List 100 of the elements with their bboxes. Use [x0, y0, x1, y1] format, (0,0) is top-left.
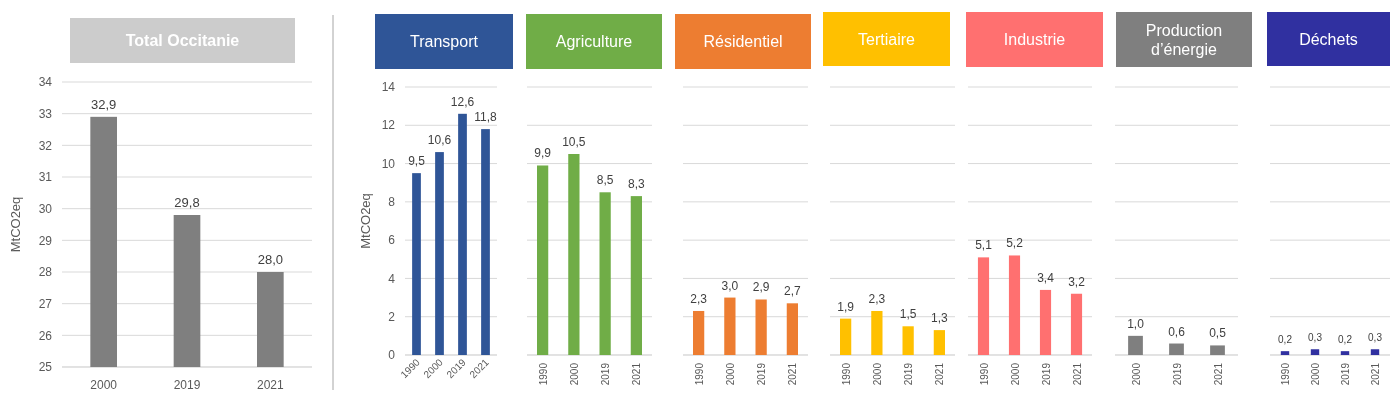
x-tick-label: 2021	[1071, 362, 1083, 386]
data-label: 0,2	[1278, 334, 1293, 346]
y-tick-label: 4	[388, 271, 396, 286]
bar	[1039, 289, 1052, 355]
data-label: 9,9	[534, 146, 552, 161]
chart-title: Production d’énergie	[1145, 21, 1223, 58]
data-label: 3,0	[721, 278, 739, 293]
chart-title: Agriculture	[555, 33, 633, 51]
bar	[630, 196, 642, 355]
x-tick-label: 1990	[537, 362, 549, 386]
chart-title: Résidentiel	[703, 33, 783, 51]
data-label: 32,9	[91, 96, 117, 112]
chart-title: Industrie	[1003, 31, 1066, 49]
y-tick-label: 0	[388, 348, 396, 363]
data-label: 8,3	[628, 177, 646, 192]
bar	[537, 165, 549, 355]
x-tick-label: 2021	[1370, 362, 1381, 386]
bar	[481, 129, 490, 355]
x-tick-label: 2019	[903, 362, 915, 386]
data-label: 9,5	[408, 154, 426, 169]
x-tick-label: 2019	[756, 362, 768, 386]
x-tick-label: 2000	[871, 362, 883, 386]
x-tick-label: 2019	[1340, 362, 1351, 386]
data-label: 2,3	[868, 291, 886, 306]
x-tick-label: 2021	[1212, 362, 1224, 386]
data-label: 3,2	[1068, 274, 1086, 289]
x-tick-label: 2019	[1171, 362, 1183, 386]
bar	[724, 297, 736, 355]
x-tick-label: 1990	[978, 362, 990, 386]
bar	[902, 326, 914, 355]
x-tick-label: 2000	[724, 362, 736, 386]
bar	[458, 113, 467, 355]
data-label: 11,8	[474, 110, 498, 125]
bar	[412, 173, 421, 355]
x-tick-label: 2019	[173, 378, 201, 392]
chart-title: Tertiaire	[858, 30, 916, 48]
y-tick-label: 8	[388, 195, 396, 210]
y-tick-label: 26	[38, 328, 53, 343]
data-label: 0,3	[1368, 332, 1383, 344]
x-tick-label: 1990	[840, 362, 852, 386]
x-tick-label: 1990	[1280, 362, 1291, 386]
data-label: 0,2	[1338, 334, 1353, 346]
y-tick-label: 12	[381, 118, 396, 133]
y-tick-label: 32	[38, 138, 53, 153]
y-tick-label: 27	[38, 296, 53, 311]
data-label: 28,0	[257, 252, 283, 267]
data-label: 10,6	[427, 133, 452, 148]
x-tick-label: 2000	[568, 362, 580, 386]
y-tick-label: 10	[381, 156, 396, 171]
data-label: 1,3	[931, 311, 949, 326]
data-label: 2,3	[690, 291, 708, 306]
x-tick-label: 2000	[1009, 362, 1021, 386]
y-tick-label: 31	[38, 170, 53, 185]
y-tick-label: 33	[38, 106, 53, 121]
bar	[755, 299, 767, 355]
y-tick-label: 25	[38, 360, 53, 375]
bar	[435, 152, 444, 355]
data-label: 8,5	[596, 173, 614, 188]
data-label: 2,7	[784, 284, 802, 299]
bar	[977, 257, 990, 355]
data-label: 0,3	[1308, 332, 1323, 344]
x-tick-label: 2019	[600, 362, 612, 386]
bar	[693, 310, 705, 355]
data-label: 29,8	[174, 195, 200, 210]
bar	[786, 303, 798, 355]
data-label: 5,2	[1006, 236, 1024, 251]
x-tick-label: 2021	[787, 362, 799, 386]
y-tick-label: 6	[388, 233, 396, 248]
bar	[1070, 293, 1083, 355]
y-tick-label: 29	[38, 233, 53, 248]
y-tick-label: 30	[38, 201, 53, 216]
x-tick-label: 2000	[1310, 362, 1321, 386]
bar	[1008, 255, 1021, 355]
data-label: 1,0	[1127, 316, 1145, 331]
x-tick-label: 2021	[934, 362, 946, 386]
bar	[568, 154, 580, 355]
bar	[840, 318, 852, 355]
data-label: 10,5	[562, 135, 586, 149]
data-label: 0,6	[1168, 324, 1186, 339]
bar	[871, 310, 883, 355]
y-axis-title: MtCO2eq	[358, 193, 373, 249]
x-tick-label: 2000	[1130, 362, 1142, 386]
bar	[933, 330, 945, 355]
x-tick-label: 2021	[256, 378, 284, 392]
x-tick-label: 1990	[693, 362, 705, 386]
x-tick-label: 2000	[90, 378, 118, 392]
bar	[599, 192, 611, 355]
x-tick-label: 2019	[1040, 362, 1052, 386]
y-tick-label: 2	[388, 309, 396, 324]
data-label: 5,1	[975, 238, 993, 253]
chart-title: Transport	[410, 33, 479, 51]
data-label: 1,5	[899, 307, 917, 322]
data-label: 3,4	[1037, 270, 1055, 285]
y-tick-label: 34	[38, 75, 53, 90]
y-axis-title: MtCO2eq	[8, 196, 23, 253]
y-tick-label: 14	[381, 80, 396, 95]
x-tick-label: 2021	[631, 362, 643, 386]
data-label: 2,9	[752, 280, 770, 295]
chart-title: Déchets	[1299, 30, 1358, 48]
data-label: 12,6	[450, 94, 475, 109]
